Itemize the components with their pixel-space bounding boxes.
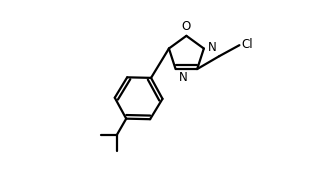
- Text: O: O: [182, 19, 191, 33]
- Text: N: N: [208, 40, 217, 53]
- Text: Cl: Cl: [241, 38, 253, 51]
- Text: N: N: [179, 71, 188, 84]
